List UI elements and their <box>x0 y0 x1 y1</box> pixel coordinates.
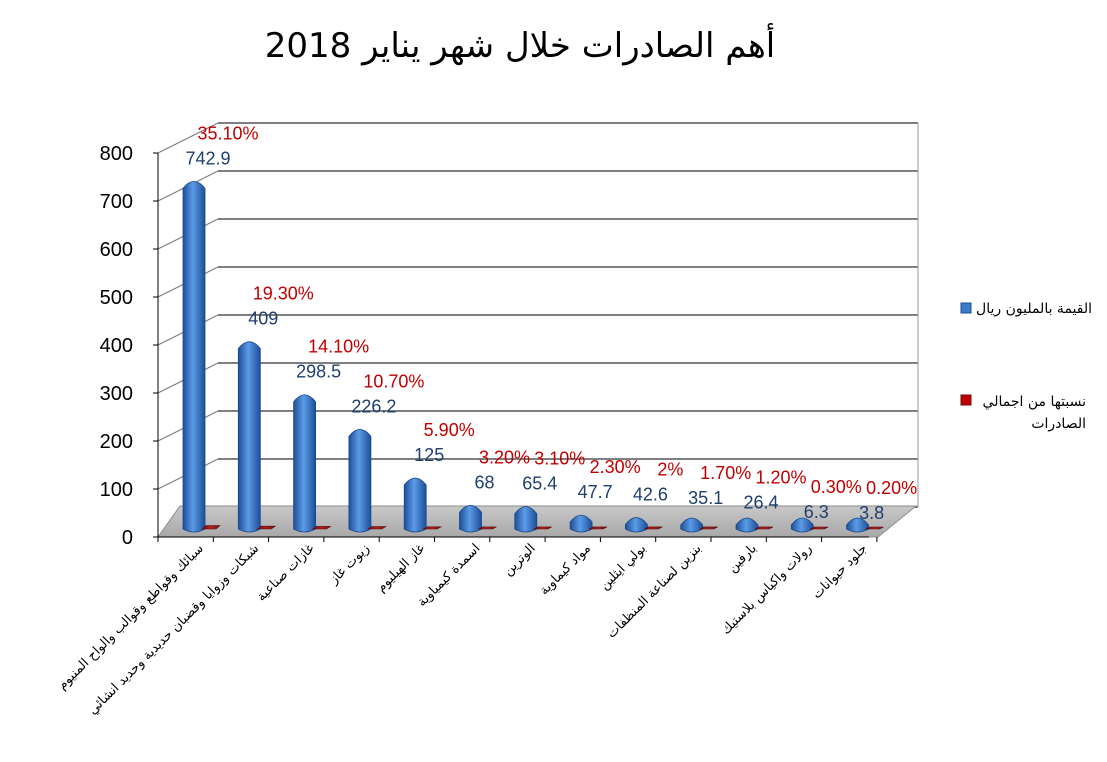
y-tick-label: 500 <box>100 287 133 309</box>
bar-share <box>588 526 608 530</box>
bar-value <box>790 517 814 533</box>
data-label-value: 3.8 <box>859 503 884 523</box>
bar-share <box>810 526 829 530</box>
bar-value <box>403 477 427 533</box>
data-label-value: 26.4 <box>743 492 778 512</box>
bar-group <box>293 394 316 533</box>
data-label-share: 3.20% <box>479 447 530 467</box>
y-tick-label: 400 <box>100 335 133 357</box>
bar-share <box>201 525 221 530</box>
data-label-value: 47.7 <box>578 482 613 502</box>
y-tick-label: 200 <box>100 431 133 453</box>
bar-group <box>790 517 814 533</box>
bar-group <box>237 341 261 533</box>
legend-swatch-value <box>960 302 972 314</box>
bar-share <box>478 526 497 530</box>
x-tick-label: زيوت غاز <box>326 541 373 588</box>
legend-swatch-share <box>960 394 972 406</box>
data-label-share: 3.10% <box>534 449 585 469</box>
bar-value <box>514 506 538 533</box>
bar-share <box>644 526 663 530</box>
data-label-share: 19.30% <box>253 284 314 304</box>
data-label-share: 2.30% <box>590 457 641 477</box>
bar-share <box>865 526 884 530</box>
bar-group <box>569 514 593 533</box>
data-label-value: 409 <box>248 309 278 329</box>
bar-share <box>699 526 718 530</box>
bar-group <box>348 429 372 533</box>
bar-value <box>680 517 704 533</box>
legend-label-share-line: الصادرات <box>1031 416 1086 432</box>
x-tick-label: بنزين لصناعة المنظفات <box>604 541 704 641</box>
data-label-value: 125 <box>414 445 444 465</box>
gridline-diag <box>157 122 219 154</box>
legend-label-share: نسبتها من اجمالي الصادرات <box>983 394 1086 432</box>
bar-value <box>348 429 372 533</box>
bar-value <box>293 394 316 533</box>
bar-group <box>625 517 648 533</box>
bar-share <box>533 526 552 530</box>
data-label-value: 65.4 <box>522 474 557 494</box>
data-label-value: 298.5 <box>296 362 341 382</box>
x-tick-label: رولات واكياس بلاستيك <box>719 541 815 637</box>
bar-share <box>311 526 332 530</box>
data-label-share: 1.70% <box>700 463 751 483</box>
data-label-share: 1.20% <box>755 467 806 487</box>
x-tick-label: غاز الهيليوم <box>374 541 428 595</box>
bar-group <box>735 517 759 533</box>
bar-share <box>366 526 387 530</box>
data-label-share: 2% <box>657 460 683 480</box>
y-tick-label: 700 <box>100 191 133 213</box>
x-tick-label: غازات صناعية <box>254 541 317 604</box>
legend: القيمة بالمليون ريال نسبتها من اجمالي الص… <box>960 301 1092 432</box>
bar-share <box>754 526 774 530</box>
bar-value <box>569 514 593 533</box>
bar-value <box>735 517 759 533</box>
y-tick-label: 0 <box>122 527 133 549</box>
bar-group <box>846 517 869 533</box>
data-label-value: 226.2 <box>351 396 396 416</box>
bar-value <box>846 517 869 533</box>
data-label-share: 0.20% <box>866 478 917 498</box>
bar-value <box>182 181 206 533</box>
bar-group <box>680 517 704 533</box>
y-tick-label: 800 <box>100 143 133 165</box>
data-label-share: 14.10% <box>308 337 369 357</box>
bar-group <box>403 477 427 533</box>
bar-share <box>256 525 277 530</box>
data-label-share: 35.10% <box>197 123 258 143</box>
bar-value <box>625 517 648 533</box>
y-tick-label: 100 <box>100 479 133 501</box>
bar-value <box>459 504 482 533</box>
x-tick-label: بولي ايثلين <box>597 541 649 593</box>
bar-group <box>459 504 482 533</box>
legend-label-share-line: نسبتها من اجمالي <box>983 394 1086 410</box>
x-tick-label: بارفين <box>725 541 760 576</box>
data-label-share: 0.30% <box>811 477 862 497</box>
x-tick-label: جلود حيوانات <box>810 541 871 602</box>
x-tick-label: مواد كيماوية <box>537 541 594 598</box>
bar-group <box>514 506 538 533</box>
legend-label-value: القيمة بالمليون ريال <box>976 301 1092 317</box>
data-label-value: 35.1 <box>688 488 723 508</box>
bar-value <box>237 341 261 533</box>
data-label-share: 10.70% <box>363 371 424 391</box>
data-label-value: 42.6 <box>633 485 668 505</box>
data-label-value: 6.3 <box>804 502 829 522</box>
data-label-value: 68 <box>474 472 494 492</box>
bar-group <box>182 181 206 533</box>
data-label-value: 742.9 <box>185 148 230 168</box>
chart-title: أهم الصادرات خلال شهر يناير 2018 <box>265 23 775 66</box>
data-label-share: 5.90% <box>424 420 475 440</box>
bar-share <box>422 526 443 530</box>
y-tick-label: 600 <box>100 239 133 261</box>
y-tick-label: 300 <box>100 383 133 405</box>
x-tick-label: الوترين <box>501 541 539 579</box>
